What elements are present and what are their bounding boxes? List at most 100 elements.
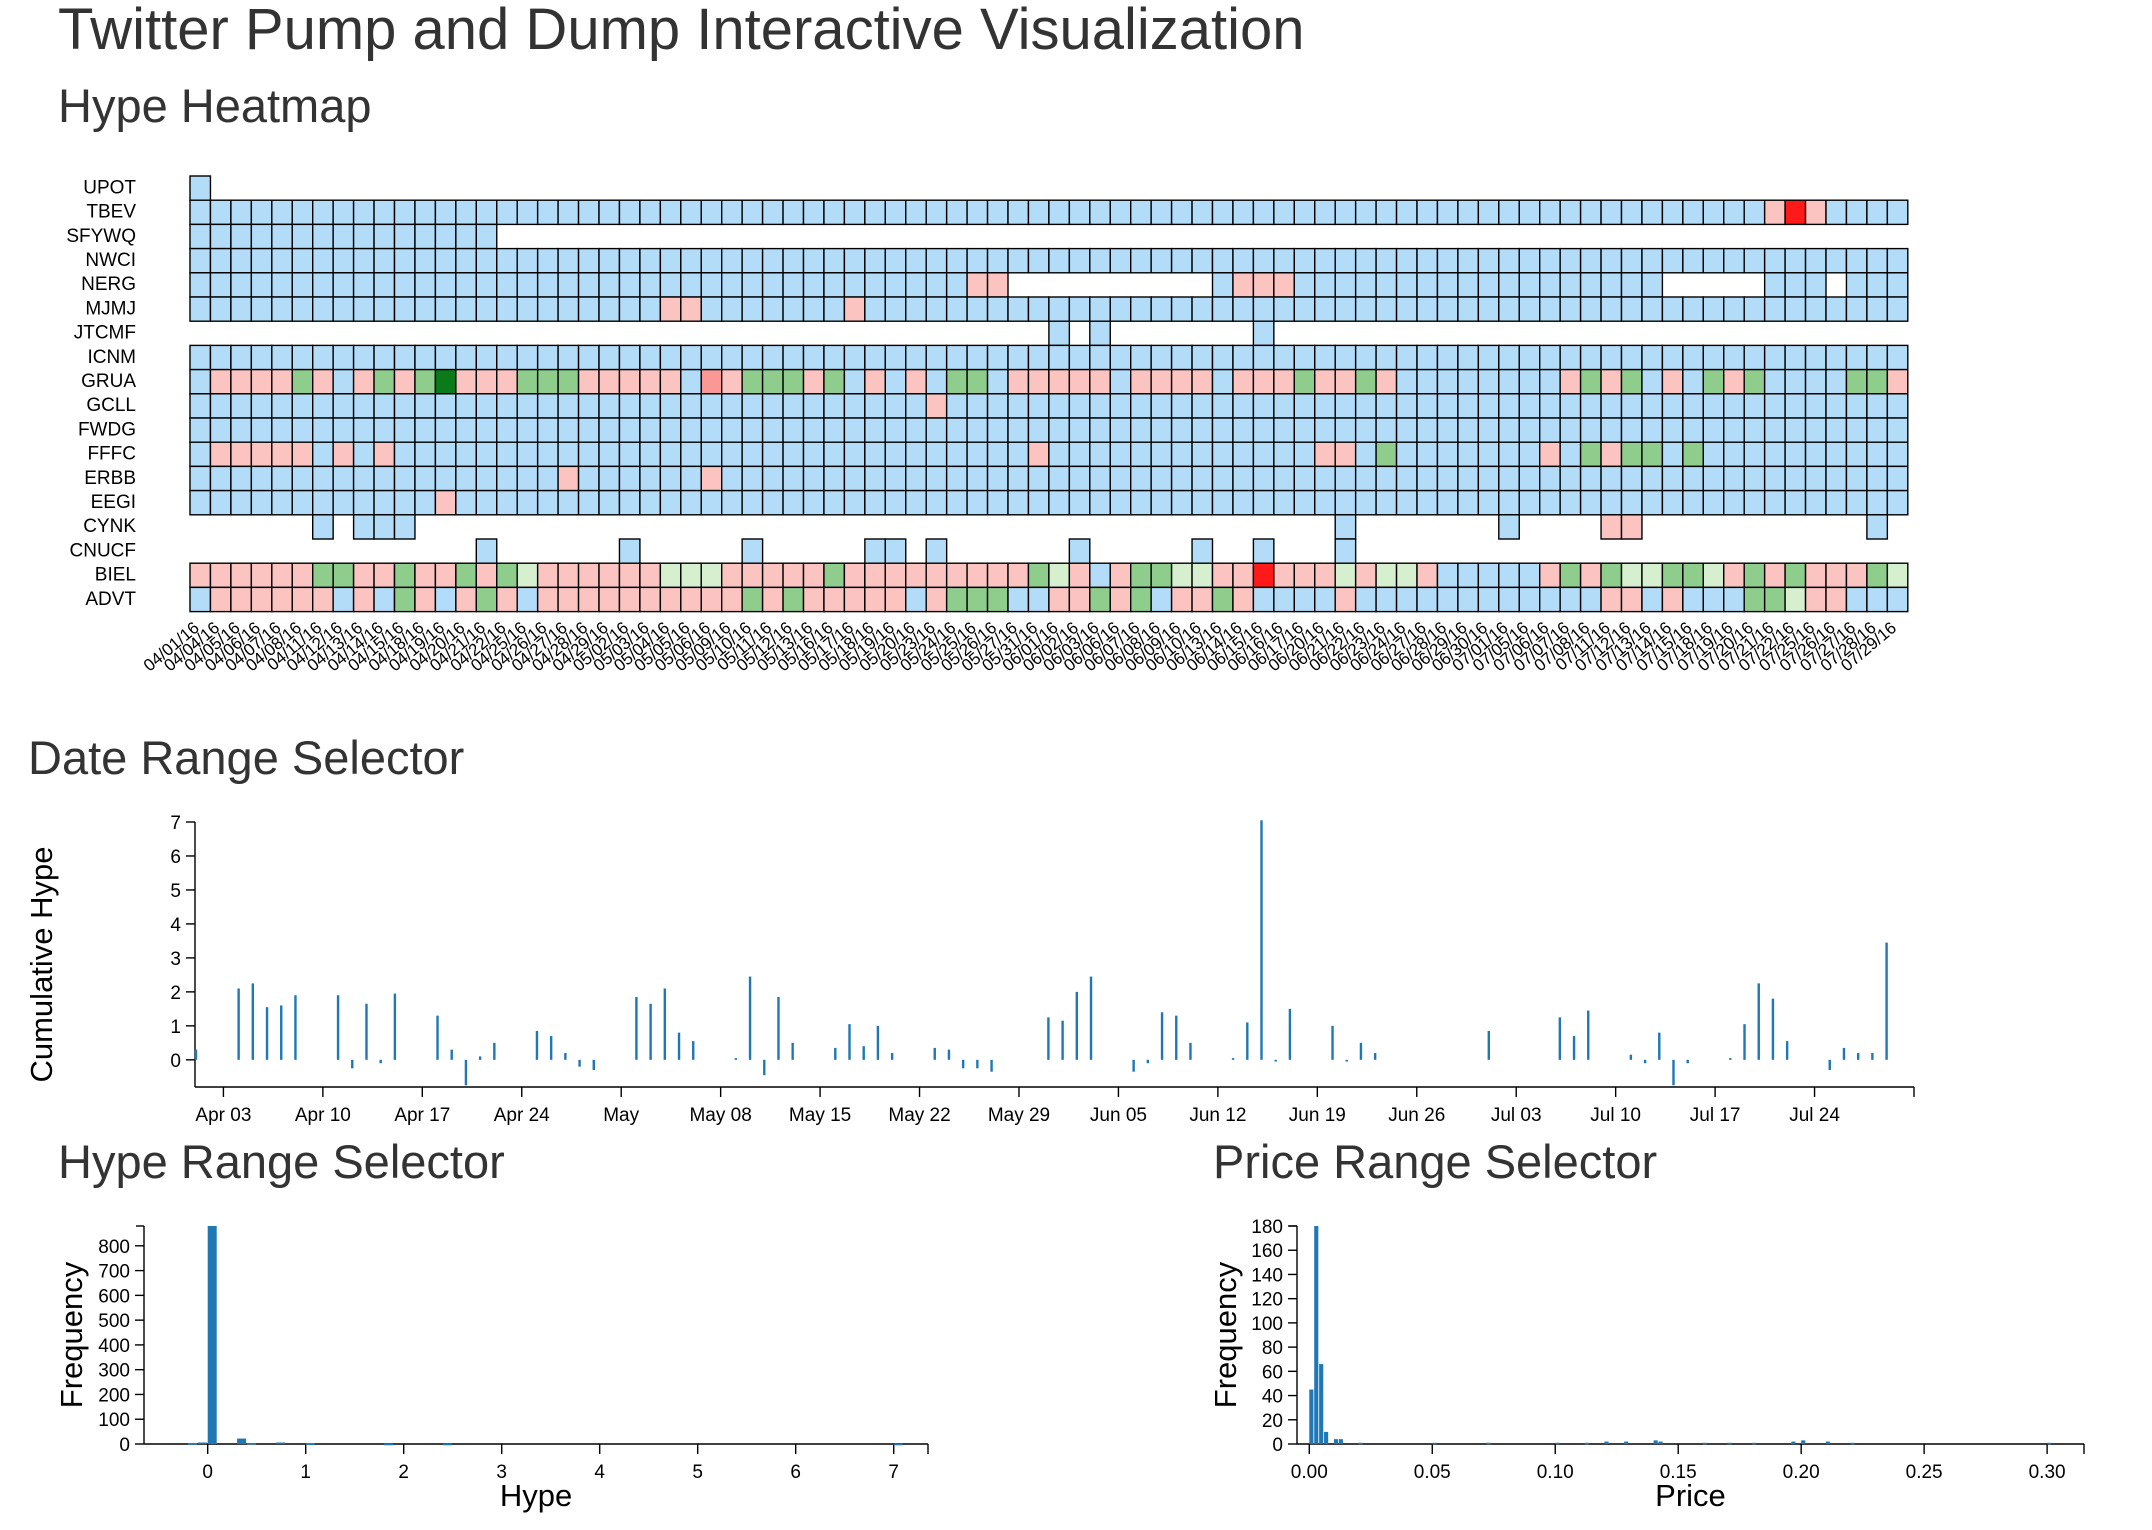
date-bar[interactable] [1487,1030,1491,1060]
price-bar[interactable] [1584,1442,1589,1445]
date-bar[interactable] [1629,1054,1633,1060]
date-bar[interactable] [1842,1047,1846,1060]
heatmap-cell[interactable] [1886,296,1909,322]
date-bar[interactable] [194,1049,198,1060]
date-bar[interactable] [1132,1059,1135,1072]
date-bar[interactable] [294,995,297,1060]
hype-bar[interactable] [893,1443,903,1446]
date-bar[interactable] [1175,1015,1178,1060]
price-bar[interactable] [1751,1442,1757,1445]
hype-bar[interactable] [237,1438,247,1444]
date-bar[interactable] [1572,1036,1576,1060]
hype-bar[interactable] [276,1442,286,1445]
date-bar[interactable] [933,1047,936,1060]
date-bar[interactable] [1146,1059,1150,1064]
price-bar[interactable] [1801,1440,1806,1444]
date-bar[interactable] [1047,1017,1050,1060]
heatmap-cell[interactable] [1866,514,1889,540]
heatmap-cell[interactable] [1620,514,1643,540]
heatmap-cell[interactable] [1886,199,1909,226]
price-bar[interactable] [1791,1441,1796,1444]
date-bar[interactable] [663,988,667,1060]
heatmap-cell[interactable] [1498,514,1520,540]
date-bar[interactable] [1288,1008,1292,1060]
date-bar[interactable] [1345,1059,1348,1062]
date-bar[interactable] [336,995,340,1060]
price-bar[interactable] [1319,1364,1324,1444]
price-bar[interactable] [1358,1442,1363,1445]
date-bar[interactable] [976,1059,979,1069]
date-bar[interactable] [692,1041,695,1060]
date-bar[interactable] [265,1007,269,1060]
date-bar[interactable] [280,1005,283,1060]
date-bar[interactable] [1260,820,1263,1060]
date-bar[interactable] [1856,1053,1860,1060]
date-bar[interactable] [1359,1042,1363,1060]
price-bar[interactable] [1653,1440,1658,1444]
date-bar[interactable] [677,1032,681,1060]
date-bar[interactable] [748,976,752,1060]
date-bar[interactable] [1672,1059,1675,1086]
date-bar[interactable] [876,1025,880,1060]
date-bar[interactable] [393,993,397,1060]
price-bar[interactable] [1309,1389,1314,1445]
date-bar[interactable] [436,1015,439,1060]
date-bar[interactable] [1885,942,1888,1060]
price-bar[interactable] [1324,1431,1329,1444]
date-bar[interactable] [1558,1017,1562,1060]
heatmap-cell[interactable] [1886,586,1909,613]
date-bar[interactable] [578,1059,581,1067]
date-bar[interactable] [237,988,240,1060]
date-bar[interactable] [777,996,780,1060]
date-bar[interactable] [834,1047,837,1060]
date-bar[interactable] [592,1059,595,1071]
price-bar[interactable] [1727,1442,1732,1445]
date-bar[interactable] [1587,1010,1590,1060]
hype-heatmap[interactable]: UPOT TBEV SFYWQ NWCI NERG MJMJ JTCMF ICNM GRUA GC… [0,0,2152,730]
date-bar[interactable] [464,1059,468,1086]
date-bar[interactable] [947,1049,951,1060]
date-bar[interactable] [251,983,255,1060]
price-bar[interactable] [1658,1441,1663,1444]
date-bar[interactable] [1771,998,1775,1060]
hype-bar[interactable] [305,1443,315,1446]
price-bar[interactable] [1825,1441,1830,1444]
date-bar[interactable] [535,1030,539,1060]
price-bar[interactable] [1702,1442,1707,1445]
date-bar[interactable] [649,1003,652,1060]
heatmap-cell[interactable] [393,514,416,540]
date-bar[interactable] [1373,1053,1377,1060]
date-bar[interactable] [1246,1022,1249,1060]
date-bar[interactable] [734,1058,738,1060]
date-bar[interactable] [791,1042,794,1060]
date-bar[interactable] [549,1036,553,1060]
hype-bar[interactable] [246,1443,256,1445]
date-bar[interactable] [379,1059,382,1064]
date-bar[interactable] [1231,1058,1235,1060]
date-bar[interactable] [1331,1025,1334,1060]
date-bar[interactable] [1189,1042,1192,1060]
date-bar[interactable] [890,1053,894,1060]
price-bar[interactable] [1486,1442,1491,1445]
date-bar[interactable] [1274,1059,1277,1062]
heatmap-cell[interactable] [1886,489,1909,516]
hype-bar[interactable] [207,1226,217,1444]
date-bar[interactable] [990,1059,993,1072]
price-bar[interactable] [1338,1439,1343,1444]
date-bar[interactable] [1729,1058,1732,1060]
date-bar[interactable] [961,1059,965,1069]
hype-bar[interactable] [188,1443,198,1445]
date-bar[interactable] [1061,1020,1064,1060]
date-bar[interactable] [862,1046,865,1060]
price-bar[interactable] [1333,1439,1339,1444]
price-bar[interactable] [1624,1441,1629,1444]
date-bar[interactable] [1160,1012,1164,1060]
price-bar[interactable] [2047,1442,2052,1445]
price-bar[interactable] [1432,1442,1437,1445]
hype-bar[interactable] [384,1443,394,1446]
date-bar[interactable] [1643,1059,1647,1064]
date-bar[interactable] [763,1059,766,1076]
hype-range-selector-chart[interactable]: 0 100 200 300 400 500 600 700 800 0 1 2 3 4 5 6 7 Frequen… [0,0,1000,1530]
date-bar[interactable] [365,1003,368,1060]
